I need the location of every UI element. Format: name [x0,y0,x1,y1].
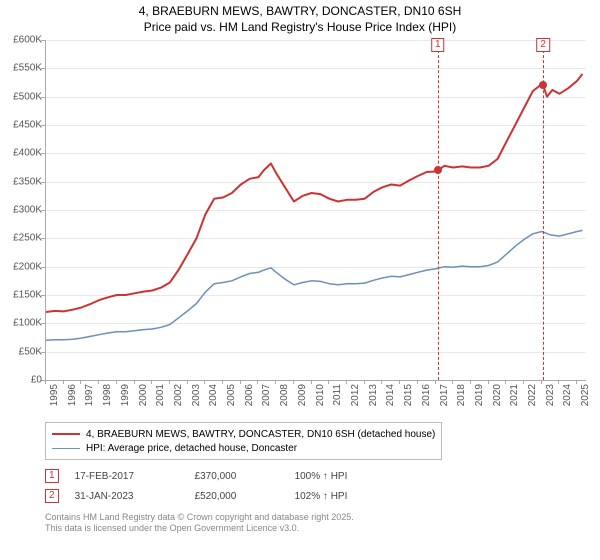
legend-label: 4, BRAEBURN MEWS, BAWTRY, DONCASTER, DN1… [86,429,435,440]
legend-swatch [52,433,80,435]
x-axis-label: 1999 [120,384,131,418]
footnote: Contains HM Land Registry data © Crown c… [45,512,585,535]
x-axis-label: 2010 [315,384,326,418]
x-axis-label: 2002 [173,384,184,418]
series-subject [46,74,583,312]
transaction-pct: 100% ↑ HPI [295,471,405,482]
transaction-badge: 2 [45,489,59,503]
legend-swatch [52,448,80,449]
y-axis-label: £350K [2,176,42,187]
title-line-2: Price paid vs. HM Land Registry's House … [0,20,600,36]
x-axis-label: 2003 [191,384,202,418]
x-axis-label: 2007 [261,384,272,418]
x-axis-label: 2017 [439,384,450,418]
transaction-pct: 102% ↑ HPI [295,491,405,502]
chart-title: 4, BRAEBURN MEWS, BAWTRY, DONCASTER, DN1… [0,0,600,35]
x-axis-label: 2023 [545,384,556,418]
x-axis-label: 1995 [49,384,60,418]
x-axis-label: 2021 [509,384,520,418]
x-axis-label: 2025 [580,384,591,418]
x-axis-label: 1996 [67,384,78,418]
x-axis-label: 2004 [208,384,219,418]
y-axis-label: £550K [2,63,42,74]
x-axis-label: 2009 [297,384,308,418]
y-axis-label: £500K [2,91,42,102]
transaction-price: £520,000 [195,491,295,502]
y-axis-label: £150K [2,290,42,301]
y-axis-label: £50K [2,346,42,357]
x-axis-label: 2000 [138,384,149,418]
x-axis-label: 2022 [527,384,538,418]
transaction-marker-dot [434,166,442,174]
transaction-date: 17-FEB-2017 [75,471,195,482]
x-axis-label: 2005 [226,384,237,418]
y-axis-label: £200K [2,261,42,272]
x-axis-label: 2001 [155,384,166,418]
transaction-marker-badge: 2 [536,38,550,52]
transactions-table: 1 17-FEB-2017 £370,000 100% ↑ HPI 2 31-J… [45,466,585,506]
footnote-line-1: Contains HM Land Registry data © Crown c… [45,512,585,523]
y-axis-label: £250K [2,233,42,244]
transaction-marker-badge: 1 [431,38,445,52]
transaction-date: 31-JAN-2023 [75,491,195,502]
y-axis-label: £0 [2,375,42,386]
x-axis-label: 2016 [421,384,432,418]
transaction-marker-dot [539,81,547,89]
chart-area: 12 £0£50K£100K£150K£200K£250K£300K£350K£… [0,38,600,418]
transaction-row: 1 17-FEB-2017 £370,000 100% ↑ HPI [45,466,585,486]
x-axis-label: 2019 [474,384,485,418]
transaction-marker-line [438,40,439,380]
x-axis-label: 2018 [456,384,467,418]
plot-area: 12 [45,40,586,381]
legend-item: 4, BRAEBURN MEWS, BAWTRY, DONCASTER, DN1… [52,427,435,441]
x-axis-label: 2013 [368,384,379,418]
y-axis-label: £100K [2,318,42,329]
y-axis-label: £450K [2,120,42,131]
x-axis-label: 2011 [332,384,343,418]
footnote-line-2: This data is licensed under the Open Gov… [45,523,585,534]
x-axis-label: 2006 [244,384,255,418]
title-line-1: 4, BRAEBURN MEWS, BAWTRY, DONCASTER, DN1… [0,4,600,20]
x-axis-label: 2015 [403,384,414,418]
legend-label: HPI: Average price, detached house, Donc… [86,443,297,454]
x-axis-label: 2024 [562,384,573,418]
transaction-badge: 1 [45,469,59,483]
y-axis-label: £600K [2,35,42,46]
x-axis-label: 1998 [102,384,113,418]
x-axis-label: 2012 [350,384,361,418]
legend: 4, BRAEBURN MEWS, BAWTRY, DONCASTER, DN1… [45,422,442,460]
x-axis-label: 1997 [84,384,95,418]
legend-item: HPI: Average price, detached house, Donc… [52,441,435,455]
x-axis-label: 2020 [492,384,503,418]
chart-footer: 4, BRAEBURN MEWS, BAWTRY, DONCASTER, DN1… [45,422,585,535]
x-axis-label: 2014 [385,384,396,418]
y-axis-label: £400K [2,148,42,159]
y-axis-label: £300K [2,205,42,216]
transaction-marker-line [543,40,544,380]
transaction-row: 2 31-JAN-2023 £520,000 102% ↑ HPI [45,486,585,506]
chart-container: 4, BRAEBURN MEWS, BAWTRY, DONCASTER, DN1… [0,0,600,560]
x-axis-label: 2008 [279,384,290,418]
transaction-price: £370,000 [195,471,295,482]
